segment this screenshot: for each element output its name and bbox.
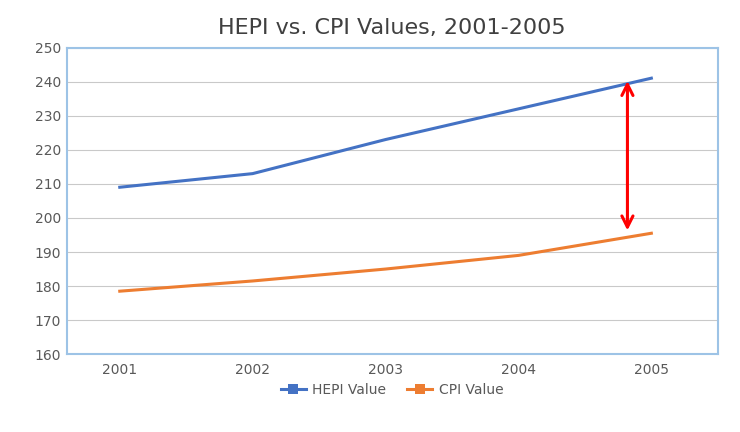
HEPI Value	[514, 106, 523, 111]
CPI Value	[248, 278, 257, 283]
Legend: HEPI Value, CPI Value: HEPI Value, CPI Value	[275, 378, 509, 403]
HEPI Value	[381, 137, 390, 142]
Line: CPI Value: CPI Value	[120, 233, 651, 291]
CPI Value	[381, 267, 390, 272]
CPI Value	[514, 253, 523, 258]
HEPI Value	[115, 184, 124, 190]
Line: HEPI Value: HEPI Value	[120, 78, 651, 187]
HEPI Value	[647, 76, 656, 81]
Title: HEPI vs. CPI Values, 2001-2005: HEPI vs. CPI Values, 2001-2005	[218, 18, 566, 38]
CPI Value	[647, 231, 656, 236]
HEPI Value	[248, 171, 257, 176]
CPI Value	[115, 289, 124, 294]
